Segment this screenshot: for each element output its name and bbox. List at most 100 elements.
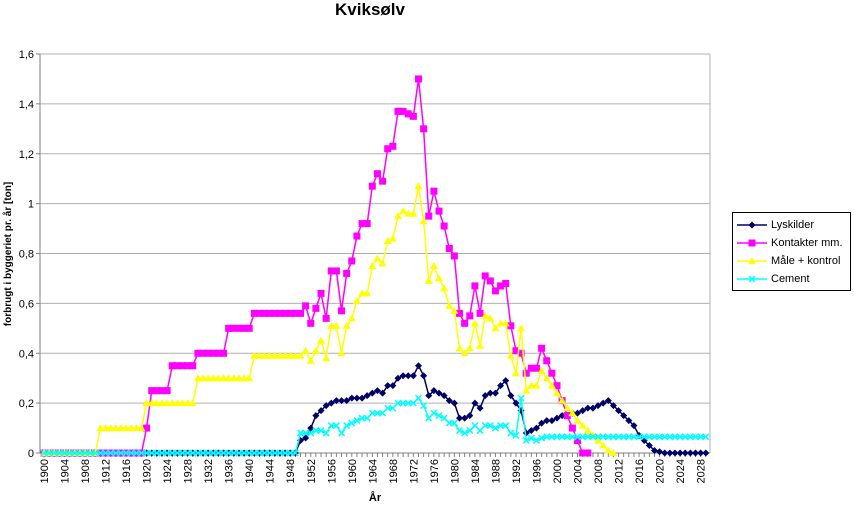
data-point bbox=[414, 362, 422, 370]
data-point bbox=[224, 374, 233, 382]
data-point bbox=[199, 374, 208, 382]
x-tick-label: 1916 bbox=[121, 459, 133, 483]
data-point bbox=[615, 433, 623, 441]
data-point bbox=[625, 417, 633, 425]
data-point bbox=[507, 322, 515, 330]
data-point bbox=[404, 110, 412, 118]
data-point bbox=[368, 261, 377, 269]
x-tick-label: 1944 bbox=[265, 459, 277, 483]
data-point bbox=[158, 387, 166, 395]
data-point bbox=[676, 449, 684, 457]
data-point bbox=[81, 449, 89, 457]
data-point bbox=[327, 422, 335, 430]
data-point bbox=[220, 349, 228, 357]
data-point bbox=[470, 319, 479, 327]
data-point bbox=[173, 362, 181, 370]
data-point bbox=[476, 404, 484, 412]
data-point bbox=[234, 374, 243, 382]
x-tick-label: 1952 bbox=[306, 459, 318, 483]
data-point bbox=[409, 112, 417, 120]
data-point bbox=[563, 404, 572, 412]
data-point bbox=[568, 424, 576, 432]
data-point bbox=[686, 449, 694, 457]
series-line bbox=[44, 78, 588, 454]
data-point bbox=[461, 429, 469, 437]
data-point bbox=[66, 449, 74, 457]
y-tick-label: 1,4 bbox=[19, 99, 34, 111]
data-point bbox=[568, 409, 577, 417]
data-point bbox=[532, 364, 540, 372]
data-point bbox=[204, 374, 213, 382]
data-point bbox=[609, 449, 618, 456]
data-point bbox=[497, 422, 505, 430]
data-point bbox=[471, 399, 479, 407]
data-point bbox=[424, 276, 433, 284]
data-point bbox=[456, 309, 464, 317]
legend-item: Lyskilder bbox=[737, 217, 814, 233]
data-point bbox=[404, 372, 412, 380]
data-point bbox=[491, 324, 500, 332]
data-point bbox=[466, 312, 474, 320]
y-tick-label: 1,6 bbox=[19, 49, 34, 61]
data-point bbox=[527, 434, 535, 442]
data-point bbox=[686, 433, 694, 441]
data-point bbox=[460, 349, 469, 357]
data-point bbox=[537, 366, 546, 374]
data-point bbox=[343, 397, 351, 405]
x-tick-label: 2004 bbox=[573, 459, 585, 483]
data-point bbox=[168, 362, 176, 370]
data-point bbox=[143, 424, 151, 432]
data-point bbox=[317, 427, 325, 435]
data-point bbox=[419, 217, 428, 225]
x-tick-label: 2024 bbox=[675, 459, 687, 483]
data-point bbox=[579, 407, 587, 415]
data-point bbox=[250, 309, 258, 317]
data-point bbox=[476, 427, 484, 435]
data-point bbox=[286, 351, 295, 359]
legend-label: Måle + kontrol bbox=[771, 255, 841, 267]
data-point bbox=[604, 397, 612, 405]
data-point bbox=[50, 449, 58, 457]
data-point bbox=[297, 309, 304, 317]
data-point bbox=[440, 222, 448, 230]
data-point bbox=[455, 427, 464, 435]
x-tick-label: 1932 bbox=[203, 459, 215, 483]
data-point bbox=[532, 437, 541, 445]
data-point bbox=[599, 441, 608, 449]
data-point bbox=[543, 417, 551, 425]
data-point bbox=[527, 381, 536, 389]
data-point bbox=[219, 374, 228, 382]
data-point bbox=[615, 407, 623, 415]
data-point bbox=[532, 381, 541, 389]
data-point bbox=[235, 324, 243, 332]
data-point bbox=[547, 381, 556, 389]
data-point bbox=[158, 449, 166, 457]
data-point bbox=[204, 349, 212, 357]
x-tick-label: 1996 bbox=[531, 459, 543, 483]
data-point bbox=[527, 364, 535, 372]
data-point bbox=[455, 344, 464, 352]
data-point bbox=[583, 426, 592, 434]
data-point bbox=[440, 284, 449, 292]
series-line bbox=[44, 396, 706, 454]
x-tick-label: 1900 bbox=[39, 459, 51, 483]
data-point bbox=[661, 433, 669, 441]
data-point bbox=[379, 409, 387, 417]
data-point bbox=[225, 324, 233, 332]
data-point bbox=[358, 394, 366, 402]
data-point bbox=[143, 449, 151, 457]
data-point bbox=[265, 351, 274, 359]
data-point bbox=[466, 412, 474, 420]
y-tick-label: 0,8 bbox=[19, 249, 34, 261]
data-point bbox=[327, 321, 336, 329]
data-point bbox=[235, 449, 243, 457]
data-point bbox=[296, 351, 305, 359]
x-tick-label: 1936 bbox=[224, 459, 236, 483]
data-point bbox=[358, 414, 366, 422]
data-point bbox=[307, 319, 315, 327]
series-line bbox=[44, 364, 706, 454]
data-point bbox=[425, 212, 433, 220]
x-tick-label: 1920 bbox=[142, 459, 154, 483]
data-point bbox=[486, 277, 494, 285]
data-point bbox=[270, 351, 279, 359]
